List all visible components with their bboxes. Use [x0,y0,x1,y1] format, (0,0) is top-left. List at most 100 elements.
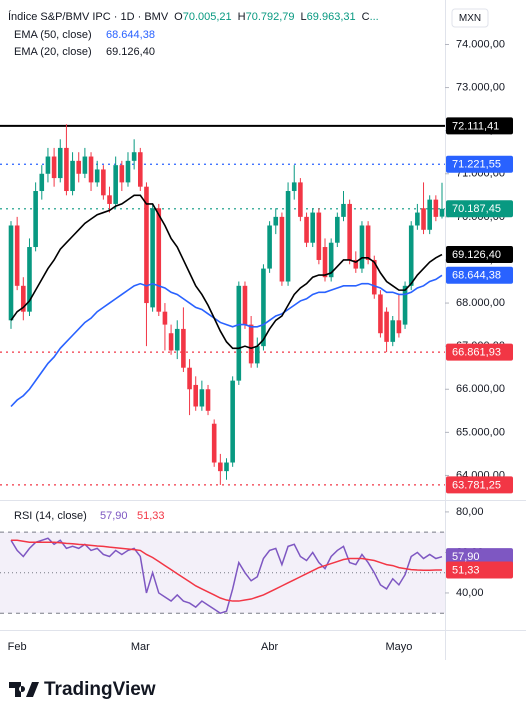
candle-body [125,160,131,183]
candle-body [199,389,205,407]
candle-body [378,294,383,334]
candle-body [205,389,211,411]
candle-body [70,160,75,192]
candle-body [310,212,315,243]
candle-body [181,328,186,368]
rsi-line [11,539,443,602]
candle-body [285,191,291,282]
candle-body [131,152,137,161]
brand-logo: TradingView [9,679,156,700]
price-label: 63.781,25 [446,476,513,494]
price-label: 70.187,45 [446,200,513,218]
candle-body [402,285,408,325]
price-label-box [446,476,513,494]
candle-body [371,259,377,295]
currency-box[interactable] [451,8,489,28]
ohlc-value: 69.963,31 [307,11,356,23]
candle-body [211,423,217,463]
candle-body [335,216,340,243]
candle-body [27,247,32,312]
logo-mark [9,682,39,697]
y-tick-label: 40,00 [456,587,484,599]
candle-body [162,311,168,325]
price-label-text: 69.126,40 [452,249,501,261]
candle-body [45,156,51,174]
candle-body [248,324,254,364]
ema-line [10,194,443,350]
candle-body [347,203,352,260]
price-label-box [446,548,513,566]
candle-body [21,285,26,312]
price-label-box [446,117,513,135]
legend-value: 51,33 [137,510,165,522]
rsi-title: RSI (14, close) [14,510,87,522]
ohlc-value: ... [370,11,379,23]
candle-body [224,462,229,472]
y-tick-label: 80,00 [456,506,484,518]
price-label-text: 72.111,41 [452,120,499,132]
legend-value: 68.644,38 [106,29,155,41]
candle-body [168,333,174,351]
candle-body [415,212,420,226]
candle-body [150,208,155,308]
candle-body [119,165,125,183]
candle-body [273,216,279,226]
candle-body [279,216,285,282]
candle-body [322,247,328,278]
price-label-text: 57,90 [452,551,480,563]
candle-body [396,320,402,334]
price-label-text: 70.187,45 [452,203,501,215]
candle-body [156,208,162,312]
candle-body [218,462,223,472]
candle-body [365,225,371,260]
rsi-line [10,537,443,615]
candle-body [57,147,63,179]
price-label-box [446,155,513,173]
legend-value: 57,90 [100,510,128,522]
candle-body [304,216,309,243]
price-label-box [446,343,513,361]
price-label-box [446,246,513,264]
candle-body [101,169,106,196]
y-tick-label: 65.000,00 [456,426,505,438]
candle-body [421,208,426,230]
candle-body [291,182,297,192]
candle-body [328,242,334,278]
candle-body [242,285,248,325]
price-label: 51,33 [446,561,513,579]
candle-body [82,156,88,174]
candle-body [427,199,432,230]
candle-body [88,156,94,183]
price-label-box [446,266,513,284]
candle-body [14,225,20,286]
x-tick-label: Abr [261,641,278,653]
y-tick-label: 68.000,00 [456,297,505,309]
candle-body [390,320,396,342]
candle-body [439,208,445,217]
candle-body [433,199,439,217]
brand-name: TradingView [44,679,156,700]
candle-body [174,328,180,351]
y-tick-label: 66.000,00 [456,383,505,395]
candle-body [138,152,143,187]
candle-body [8,225,14,321]
price-label-text: 51,33 [452,564,480,576]
candle-body [316,212,322,260]
candle-body [64,147,69,192]
candle-body [107,195,112,204]
price-label: 71.221,55 [446,155,513,173]
price-label-text: 68.644,38 [452,270,501,282]
candle-body [267,225,272,269]
candle-body [230,380,235,463]
price-label: 66.861,93 [446,343,513,361]
y-tick-label: 73.000,00 [456,81,505,93]
candle-body [261,268,266,347]
candle-body [298,182,303,217]
candle-body [94,169,100,183]
candle-body [113,165,118,204]
candle-body [187,367,192,390]
currency: MXN [459,13,481,24]
ema-line [10,274,443,408]
rsi-band [0,532,445,614]
